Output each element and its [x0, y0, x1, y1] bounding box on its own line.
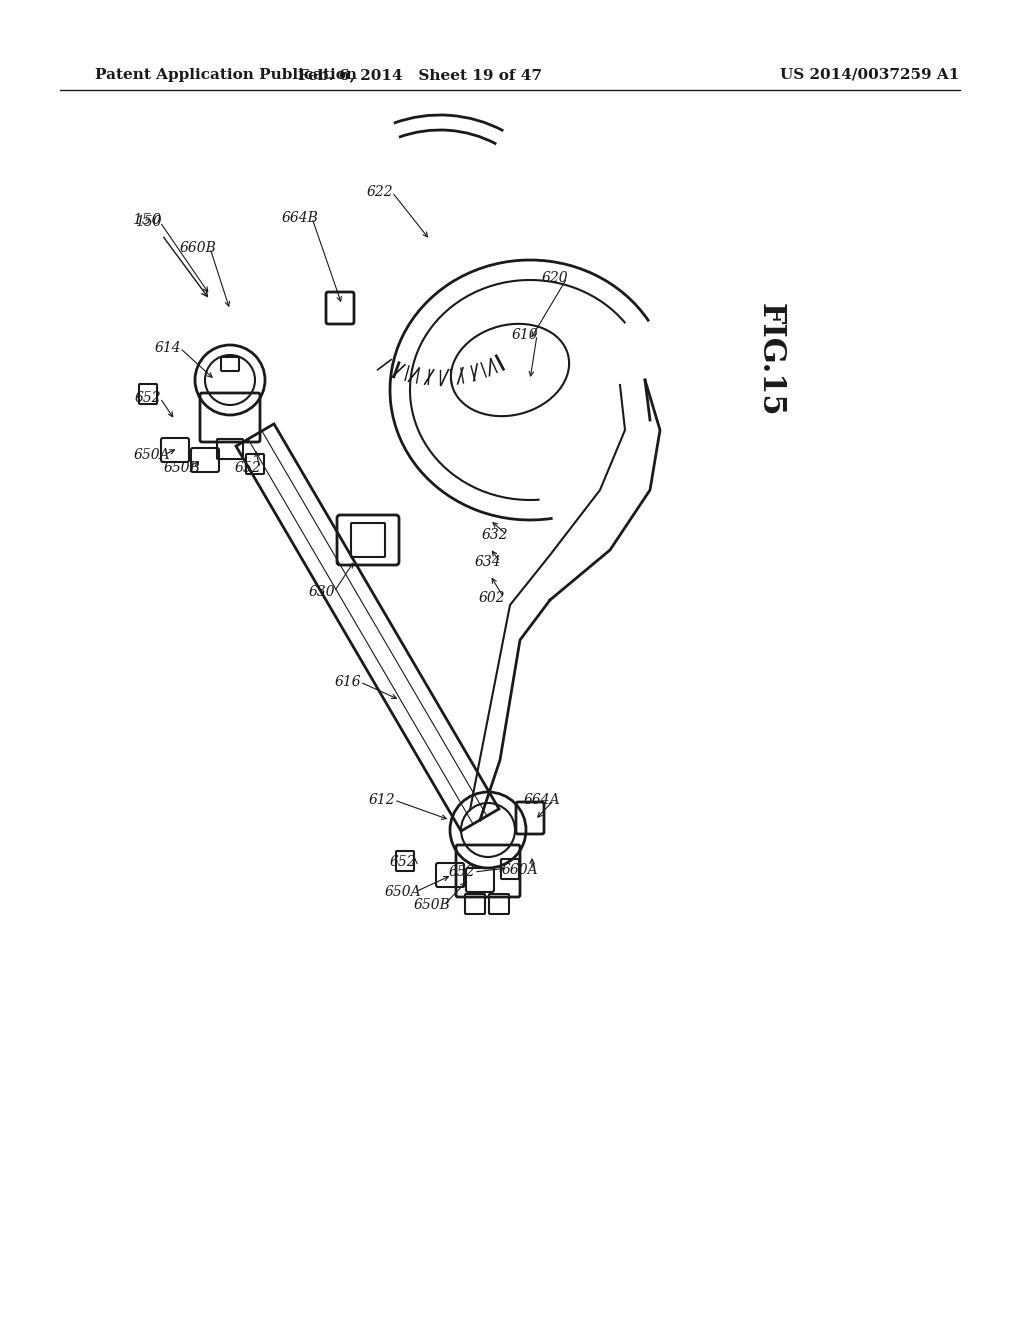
Text: 630: 630 — [308, 585, 335, 599]
Text: 652: 652 — [390, 855, 417, 869]
Text: 620: 620 — [542, 271, 568, 285]
Text: 622: 622 — [367, 185, 393, 199]
Text: 664A: 664A — [523, 793, 560, 807]
Text: 612: 612 — [369, 793, 395, 807]
Text: 150: 150 — [133, 213, 163, 227]
Text: 650A: 650A — [134, 447, 170, 462]
Text: 610: 610 — [512, 327, 539, 342]
Text: FIG.15: FIG.15 — [755, 304, 786, 417]
Text: Feb. 6, 2014   Sheet 19 of 47: Feb. 6, 2014 Sheet 19 of 47 — [298, 69, 542, 82]
Text: 614: 614 — [155, 341, 181, 355]
Text: Patent Application Publication: Patent Application Publication — [95, 69, 357, 82]
Text: 150: 150 — [135, 215, 162, 228]
Text: US 2014/0037259 A1: US 2014/0037259 A1 — [780, 69, 959, 82]
Text: 634: 634 — [475, 554, 502, 569]
Text: 652: 652 — [449, 865, 475, 879]
Text: 650B: 650B — [164, 461, 201, 475]
Text: 664B: 664B — [282, 211, 318, 224]
Text: 650A: 650A — [385, 884, 421, 899]
Text: 660A: 660A — [502, 863, 539, 876]
Text: 602: 602 — [478, 591, 505, 605]
Text: 650B: 650B — [414, 898, 451, 912]
Text: 616: 616 — [335, 675, 361, 689]
Text: 652: 652 — [234, 461, 261, 475]
Text: 632: 632 — [481, 528, 508, 543]
Text: 652: 652 — [135, 391, 162, 405]
Text: 660B: 660B — [179, 242, 216, 255]
